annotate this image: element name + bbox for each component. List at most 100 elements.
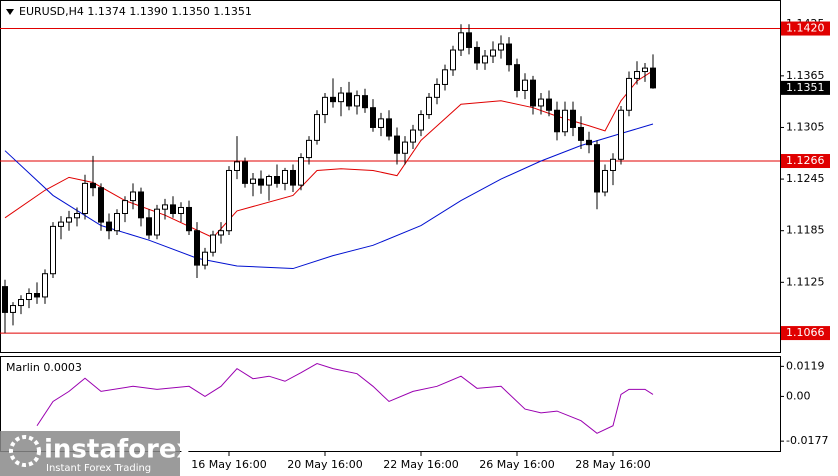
candle-body [362, 95, 368, 109]
indicator-line [4, 123, 654, 270]
tagline: Instant Forex Trading [46, 463, 151, 474]
candle-body [114, 212, 120, 232]
candle-body [322, 96, 328, 116]
candle-body [498, 43, 504, 51]
candle-body [602, 169, 608, 193]
candle-body [522, 79, 528, 91]
candle-body [354, 95, 360, 107]
candle-body [186, 206, 192, 232]
candle-body [506, 43, 512, 66]
candle-body [642, 67, 648, 73]
y-tick-label: 1.1125 [786, 275, 825, 288]
candle-body [250, 178, 256, 184]
candle-body [426, 96, 432, 116]
menu-arrow [6, 9, 14, 15]
candle-body [442, 69, 448, 85]
x-tick-label: 28 May 16:00 [575, 458, 650, 471]
candle-body [146, 217, 152, 236]
candle-body [386, 118, 392, 137]
candle-body [234, 161, 240, 171]
candle-body [466, 32, 472, 48]
candle-body [34, 293, 40, 298]
level-label-box [781, 326, 830, 341]
candle-body [10, 305, 16, 313]
candle-body [634, 71, 640, 79]
candle-body [298, 157, 304, 186]
candle-body [90, 182, 96, 189]
logo-icon [9, 435, 41, 467]
candle-body [26, 293, 32, 301]
level-label: 1.1066 [786, 326, 825, 339]
candle-body [402, 141, 408, 154]
candle-body [586, 139, 592, 146]
candle-body [138, 191, 144, 219]
candle-body [306, 139, 312, 159]
x-tick-label: 26 May 16:00 [479, 458, 554, 471]
level-label-box [781, 21, 830, 36]
candle-body [218, 230, 224, 236]
candle-body [610, 158, 616, 171]
candle-body [346, 92, 352, 107]
candle-body [258, 178, 264, 186]
candle-body [210, 234, 216, 253]
candle-body [618, 109, 624, 160]
candle-body [538, 98, 544, 107]
oscillator-panel-frame [0, 356, 781, 452]
price-label: 1.1351 [786, 81, 825, 94]
level-label-box [781, 154, 830, 169]
candle-body [370, 107, 376, 128]
y-tick-label: 1.1185 [786, 224, 825, 237]
candle-body [98, 187, 104, 223]
candle-body [546, 98, 552, 111]
brand: instaforex [44, 435, 194, 465]
candle-body [82, 182, 88, 214]
main-panel-frame [0, 0, 781, 353]
candle-body [18, 299, 24, 307]
candle-body [418, 114, 424, 131]
candle-body [514, 64, 520, 91]
indicator-line [36, 363, 654, 434]
candle-body [282, 169, 288, 184]
candle-body [394, 135, 400, 154]
candle-body [338, 92, 344, 103]
candle-body [202, 251, 208, 266]
candle-body [58, 221, 64, 227]
indicator-title: Marlin 0.0003 [6, 361, 82, 374]
candle-body [330, 96, 336, 103]
candle-body [266, 176, 272, 186]
x-tick-label: 22 May 16:00 [383, 458, 458, 471]
candle-body [242, 161, 248, 184]
candle-body [2, 286, 8, 313]
candle-body [626, 77, 632, 111]
candle-body [594, 144, 600, 193]
candle-body [650, 67, 656, 89]
level-label: 1.1420 [786, 22, 825, 35]
level-label: 1.1266 [786, 154, 825, 167]
candle-body [450, 49, 456, 71]
candle-body [378, 118, 384, 128]
x-tick-label: 20 May 16:00 [287, 458, 362, 471]
candle-body [194, 230, 200, 266]
candle-body [42, 273, 48, 298]
candle-body [570, 109, 576, 128]
indicator-line [4, 70, 654, 239]
candle-body [434, 83, 440, 98]
y-tick-label: 1.1365 [786, 69, 825, 82]
candle-body [562, 109, 568, 133]
y-tick-label: 1.1245 [786, 172, 825, 185]
candle-body [490, 49, 496, 57]
y-tick-label: 1.1305 [786, 120, 825, 133]
candle-body [458, 32, 464, 51]
candle-body [162, 204, 168, 210]
price-label-box [781, 80, 830, 95]
candle-body [106, 221, 112, 232]
candle-body [178, 206, 184, 214]
y-tick-label: 0.00 [786, 389, 811, 402]
candle-body [274, 176, 280, 184]
candle-body [122, 200, 128, 214]
candle-body [226, 169, 232, 232]
candle-body [410, 129, 416, 143]
x-tick-label: 16 May 16:00 [191, 458, 266, 471]
